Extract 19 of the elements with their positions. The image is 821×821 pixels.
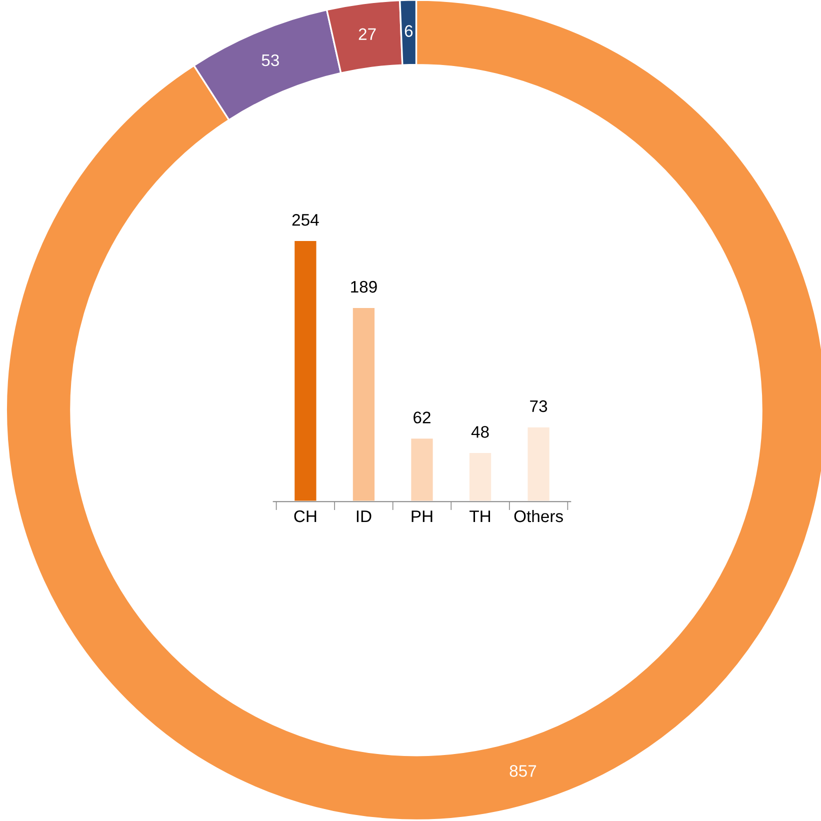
- data-label: 6: [404, 25, 413, 37]
- bar: [526, 426, 552, 502]
- bar: [292, 239, 318, 502]
- data-label: 189: [351, 280, 377, 293]
- data-label: 254: [292, 214, 319, 226]
- data-label: 48: [471, 426, 489, 438]
- bar: [468, 451, 493, 502]
- data-label: 857: [510, 765, 536, 777]
- data-label: 62: [414, 412, 430, 424]
- data-label: 27: [358, 28, 376, 40]
- bar: [351, 306, 376, 502]
- x-tick-label: CH: [294, 510, 316, 522]
- x-tick-label: Others: [514, 510, 563, 522]
- data-label: 73: [530, 400, 548, 412]
- data-label: 53: [262, 54, 279, 66]
- bar: [410, 436, 434, 502]
- x-tick-label: PH: [412, 510, 432, 522]
- x-tick-label: TH: [470, 510, 490, 522]
- x-tick-label: ID: [356, 510, 372, 522]
